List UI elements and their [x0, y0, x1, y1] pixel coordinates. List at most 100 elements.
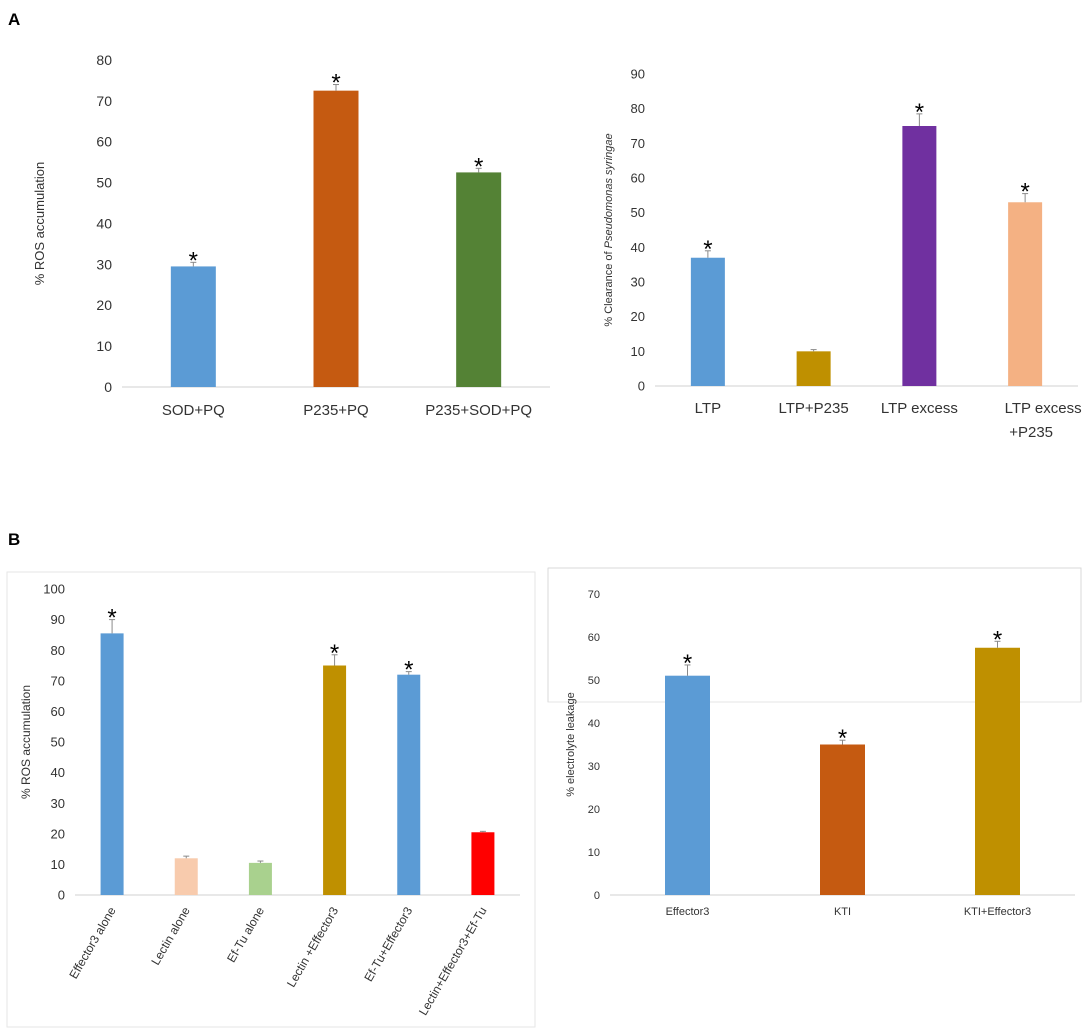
- y-tick-label: 30: [96, 256, 112, 272]
- x-tick-label: Ef-Tu+Effector3: [361, 904, 415, 984]
- bar: [456, 172, 502, 387]
- y-tick-label: 40: [631, 240, 645, 255]
- bar: [1008, 202, 1043, 386]
- y-tick-label: 10: [631, 344, 645, 359]
- bar: [471, 832, 495, 895]
- y-tick-label: 10: [588, 847, 600, 859]
- x-tick-label: Effector3: [666, 906, 710, 918]
- x-tick-label-line: LTP excess: [1005, 400, 1082, 417]
- y-tick-label: 80: [96, 52, 112, 68]
- y-tick-label: 60: [51, 704, 65, 719]
- significance-star: *: [993, 626, 1002, 653]
- y-tick-label: 60: [96, 134, 112, 150]
- significance-star: *: [703, 236, 712, 263]
- x-tick-label: SOD+PQ: [162, 402, 225, 419]
- y-tick-label: 40: [96, 215, 112, 231]
- y-tick-label: 20: [51, 826, 65, 841]
- x-tick-label: LTP excess +P235: [1005, 400, 1082, 441]
- y-tick-label: 20: [631, 309, 645, 324]
- significance-star: *: [404, 657, 413, 684]
- x-tick-label: P235+PQ: [303, 402, 368, 419]
- significance-star: *: [189, 247, 198, 274]
- bar: [665, 675, 710, 895]
- significance-star: *: [915, 99, 924, 126]
- y-tick-label: 50: [96, 175, 112, 191]
- y-tick-label: 0: [594, 890, 600, 902]
- y-tick-label: 70: [51, 673, 65, 688]
- y-tick-label: 60: [631, 171, 645, 186]
- y-axis-label: % electrolyte leakage: [565, 692, 577, 797]
- bar: [820, 744, 865, 895]
- y-tick-label: 10: [96, 338, 112, 354]
- y-tick-label: 40: [588, 718, 600, 730]
- y-tick-label: 20: [588, 804, 600, 816]
- panel-label-a: A: [8, 10, 21, 29]
- significance-star: *: [330, 640, 339, 667]
- y-tick-label: 90: [631, 67, 645, 82]
- chart-4: 0 10 20 30 40 50 60 70 % electrolyte leakage * Eff…: [565, 589, 1075, 918]
- y-tick-label: 0: [58, 888, 65, 903]
- x-tick-label: Lectin+Effector3+Ef-Tu: [416, 905, 489, 1018]
- chart-3: 0 10 20 30 40 50 60 70 80 90 100 % ROS accumulation…: [19, 582, 520, 1018]
- bar: [902, 126, 937, 386]
- y-tick-label: 10: [51, 857, 65, 872]
- y-axis-label-italic: Pseudomonas syringae: [603, 133, 615, 248]
- x-tick-label: Effector3 alone: [66, 904, 119, 981]
- y-tick-label: 70: [631, 136, 645, 151]
- chart-frame-4-edge: [547, 567, 1082, 702]
- significance-star: *: [1020, 179, 1029, 206]
- y-tick-label: 80: [51, 643, 65, 658]
- panel-label-b: B: [8, 530, 21, 549]
- y-tick-label: 30: [588, 761, 600, 773]
- x-tick-label: KTI: [834, 906, 851, 918]
- significance-star: *: [683, 650, 692, 677]
- bar: [975, 647, 1020, 895]
- y-tick-label: 0: [104, 379, 112, 395]
- x-tick-label: LTP excess: [881, 400, 958, 417]
- bar: [174, 858, 198, 895]
- x-tick-label: KTI+Effector3: [964, 906, 1031, 918]
- y-axis-label-text: % ROS accumulation: [32, 162, 47, 286]
- y-axis-label: % ROS accumulation: [19, 685, 33, 799]
- x-tick-label: P235+SOD+PQ: [425, 402, 532, 419]
- bar: [170, 266, 216, 387]
- y-axis-label-text: % ROS accumulation: [19, 685, 33, 799]
- y-axis-label: % ROS accumulation: [32, 162, 47, 286]
- chart-1: 0 10 20 30 40 50 60 70 80 % ROS accumulation * SOD+…: [32, 52, 550, 419]
- y-axis-label-text: % electrolyte leakage: [565, 692, 577, 797]
- x-tick-label: Ef-Tu alone: [224, 904, 267, 965]
- y-tick-label: 70: [588, 589, 600, 601]
- y-tick-label: 30: [51, 796, 65, 811]
- y-axis-label: % Clearance of Pseudomonas syringae: [603, 133, 615, 326]
- significance-star: *: [331, 70, 340, 97]
- x-tick-label: Lectin alone: [148, 904, 193, 967]
- x-tick-label: LTP+P235: [779, 400, 849, 417]
- bar: [397, 674, 421, 895]
- bar: [100, 633, 124, 895]
- y-axis-label-text: % Clearance of: [603, 248, 615, 326]
- y-tick-label: 60: [588, 632, 600, 644]
- y-tick-label: 30: [631, 275, 645, 290]
- bar: [248, 862, 272, 895]
- bar: [313, 90, 359, 387]
- bar: [796, 351, 831, 386]
- y-tick-label: 100: [43, 582, 65, 597]
- y-tick-label: 50: [588, 675, 600, 687]
- bar: [690, 257, 725, 386]
- significance-star: *: [838, 725, 847, 752]
- y-tick-label: 70: [96, 93, 112, 109]
- x-tick-label: Lectin +Effector3: [284, 904, 341, 989]
- y-tick-label: 40: [51, 765, 65, 780]
- chart-frame-3: [6, 571, 536, 1028]
- y-tick-label: 90: [51, 612, 65, 627]
- chart-2: 0 10 20 30 40 50 60 70 80 90 % Clearance of Pseudo…: [603, 67, 1082, 441]
- significance-star: *: [474, 153, 483, 180]
- y-tick-label: 20: [96, 297, 112, 313]
- x-tick-label: LTP: [695, 400, 721, 417]
- x-tick-label-line: +P235: [1009, 424, 1053, 441]
- y-tick-label: 80: [631, 101, 645, 116]
- y-tick-label: 50: [51, 735, 65, 750]
- bar: [323, 665, 347, 895]
- y-tick-label: 50: [631, 205, 645, 220]
